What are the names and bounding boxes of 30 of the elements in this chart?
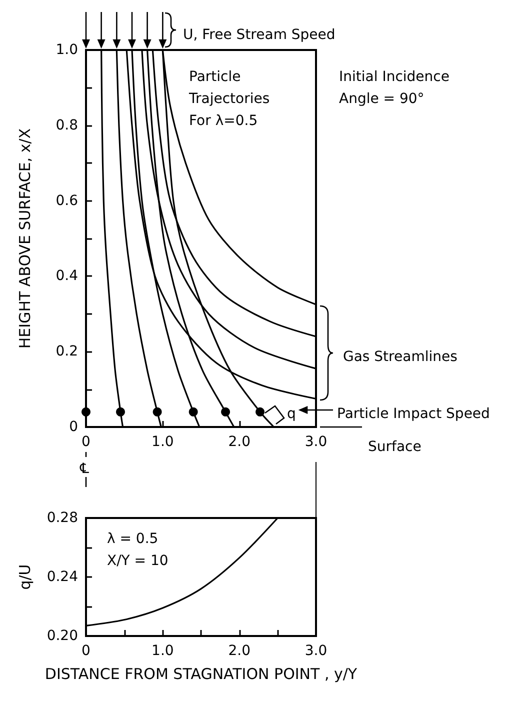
y-axis-title: q/U xyxy=(16,564,34,590)
x-tick-label: 3.0 xyxy=(304,643,328,659)
annotation: q xyxy=(287,406,296,422)
annotation: Particle Trajectories For λ=0.5 xyxy=(188,69,274,129)
x-tick-label: 1.0 xyxy=(152,643,174,659)
y-axis-title: HEIGHT ABOVE SURFACE, x/X xyxy=(16,128,34,349)
x-tick-label: 1.0 xyxy=(152,434,174,450)
y-tick-label: 0.2 xyxy=(56,344,78,360)
text: Initial Incidence Angle = 90° xyxy=(339,69,454,107)
x-tick-label: 3.0 xyxy=(304,434,328,450)
y-tick-label: 1.0 xyxy=(56,42,78,58)
y-tick-label: 0 xyxy=(69,419,78,435)
text: U, Free Stream Speed xyxy=(183,27,336,43)
text: Particle Impact Speed xyxy=(337,406,490,422)
text: ℄ xyxy=(79,461,89,477)
x-tick-label: 2.0 xyxy=(228,434,250,450)
y-tick-label: 0.20 xyxy=(46,628,78,644)
x-tick-label: 0 xyxy=(82,434,90,450)
annotation: λ = 0.5 xyxy=(107,531,158,547)
y-tick-label: 0.6 xyxy=(56,192,78,209)
y-tick-label: 0.4 xyxy=(56,268,78,284)
y-tick-label: 0.8 xyxy=(56,117,78,134)
annotation: X/Y = 10 xyxy=(107,553,168,569)
y-tick-label: 0.24 xyxy=(46,569,78,585)
x-tick-label: 2.0 xyxy=(228,643,250,659)
text: Gas Streamlines xyxy=(343,349,458,365)
y-tick-label: 0.28 xyxy=(46,510,78,526)
x-tick-label: 0 xyxy=(82,643,90,659)
x-axis-title: DISTANCE FROM STAGNATION POINT , y/Y xyxy=(44,664,358,683)
text: Surface xyxy=(368,439,422,455)
